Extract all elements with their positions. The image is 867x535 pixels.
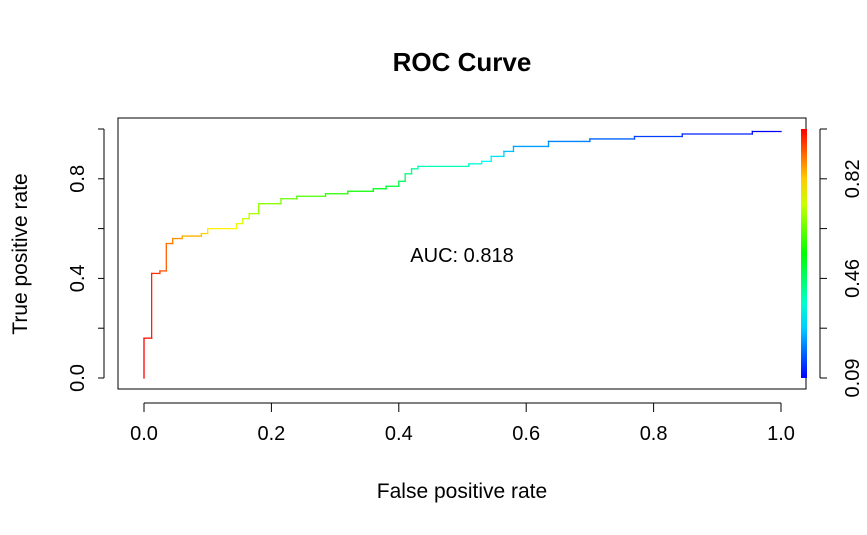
chart-title: ROC Curve [393,47,532,77]
colorbar-tick-label: 0.09 [842,359,864,398]
colorbar: 0.09 0.46 0.82 [801,128,864,398]
y-axis-title: True positive rate [9,173,32,334]
colorbar-tick-label: 0.46 [842,259,864,298]
x-tick-label: 0.6 [512,423,540,445]
x-tick-label: 1.0 [767,423,795,445]
x-axis-title: False positive rate [377,480,547,503]
y-tick-label: 0.0 [67,364,89,392]
x-axis: 0.0 0.2 0.4 0.6 0.8 1.0 [130,402,795,445]
x-tick-label: 0.0 [130,423,158,445]
x-tick-label: 0.4 [385,423,413,445]
roc-curve [143,130,782,379]
y-axis: 0.0 0.4 0.8 [67,128,105,392]
y-tick-label: 0.4 [67,264,89,292]
auc-annotation: AUC: 0.818 [410,245,513,267]
y-tick-label: 0.8 [67,165,89,193]
x-tick-label: 0.2 [257,423,285,445]
colorbar-gradient [801,129,807,378]
x-tick-label: 0.8 [640,423,668,445]
colorbar-tick-label: 0.82 [842,159,864,198]
